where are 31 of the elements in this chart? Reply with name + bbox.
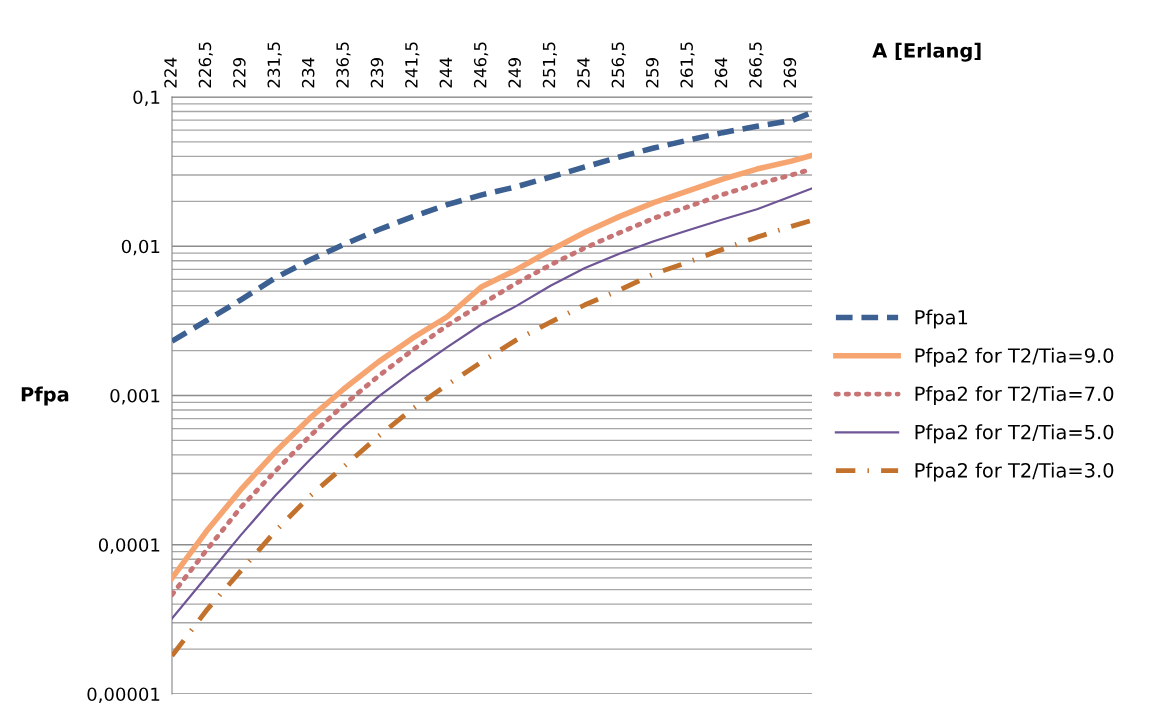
x-tick-label: 266,5	[749, 42, 764, 88]
legend-label: Pfpa2 for T2/Tia=9.0	[915, 347, 1114, 367]
y-tick-label: 0,0001	[98, 538, 160, 554]
x-tick-label: 241,5	[405, 42, 420, 88]
x-tick-label: 256,5	[611, 42, 626, 88]
x-tick-label: 239	[370, 58, 384, 88]
x-tick-label: 269	[783, 58, 797, 88]
y-tick-label: 0,001	[110, 388, 160, 405]
y-tick-label: 0,01	[121, 239, 160, 256]
y-tick-label: 0,00001	[87, 687, 160, 703]
x-tick-label: 236,5	[336, 42, 351, 88]
x-tick-label: 246,5	[473, 42, 489, 88]
x-tick-label: 231,5	[267, 42, 282, 88]
legend-label: Pfpa2 for T2/Tia=5.0	[915, 424, 1114, 444]
y-tick-label: 0,1	[133, 90, 160, 106]
legend-label: Pfpa1	[915, 309, 968, 329]
y-axis-title: Pfpa	[21, 386, 69, 406]
x-tick-label: 264	[714, 57, 728, 88]
legend-label: Pfpa2 for T2/Tia=7.0	[915, 386, 1114, 405]
x-axis-title: A [Erlang]	[872, 42, 981, 62]
x-tick-label: 234	[301, 57, 315, 88]
x-tick-label: 244	[439, 57, 452, 88]
x-tick-label: 249	[508, 58, 521, 88]
x-tick-label: 259	[645, 58, 659, 88]
x-tick-label: 229	[233, 58, 246, 88]
x-tick-label: 224	[164, 57, 177, 88]
x-tick-label: 254	[577, 57, 590, 88]
x-tick-label: 226,5	[198, 42, 213, 88]
legend-label: Pfpa2 for T2/Tia=3.0	[915, 462, 1114, 482]
x-tick-label: 251,5	[542, 42, 558, 88]
x-tick-label: 261,5	[680, 42, 695, 88]
